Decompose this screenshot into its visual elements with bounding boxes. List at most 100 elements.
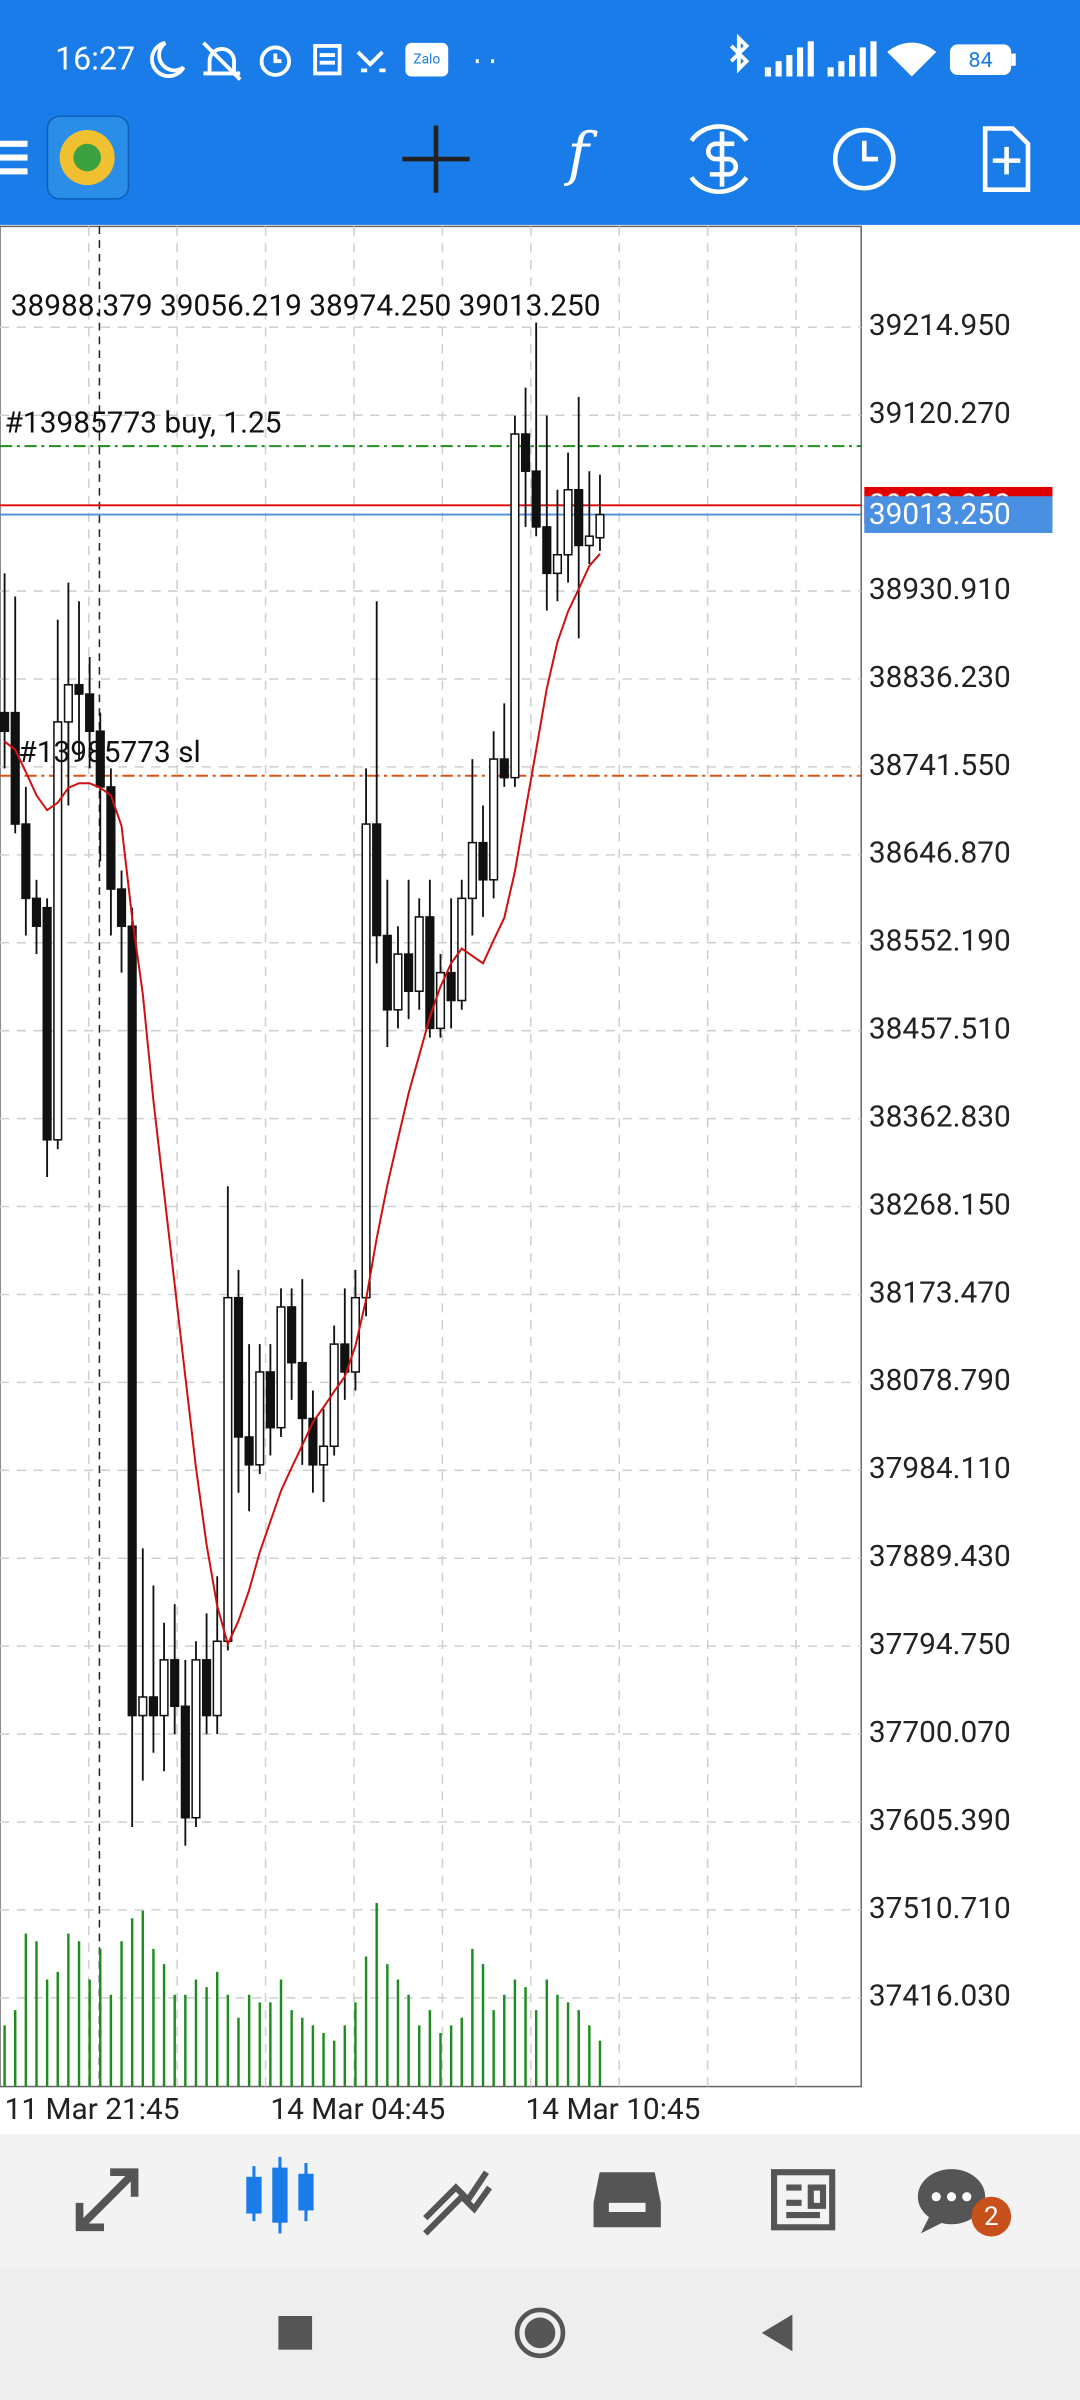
candle-body [212,1640,222,1717]
candle-body [542,526,552,575]
candle-body [53,721,63,1141]
y-tick-label: 39214.950 [869,308,1011,343]
candle-body [478,841,488,881]
new-order-button[interactable] [982,126,1031,192]
candle-body [382,934,392,1011]
candle-body [191,1659,201,1819]
candle-body [10,711,20,825]
nav-chat-part [920,2215,946,2234]
nav-trade[interactable] [423,2170,493,2236]
candle-body [63,684,73,723]
nav-chat[interactable] [917,2169,986,2234]
nav-history[interactable] [593,2172,661,2228]
home-button[interactable] [514,2307,566,2359]
nav-news[interactable] [770,2169,836,2231]
menu-button-part [0,154,28,161]
status-icons-part [313,43,342,76]
signal-icons-part [887,42,937,77]
back-button[interactable] [761,2314,793,2352]
candle-body [21,823,31,900]
plot[interactable] [0,322,862,2087]
candle-body [180,1705,190,1819]
timeframe-button[interactable] [832,127,896,191]
zalo-icon [405,42,449,77]
trade-button-part [689,124,749,195]
chat-badge [971,2196,1012,2237]
y-tick-label: 37416.030 [869,1979,1011,2014]
y-tick-label: 37700.070 [869,1715,1011,1750]
candle-body [393,953,403,1011]
candle-body [31,897,42,927]
order-label: #13985773 sl [18,735,200,770]
candle-body [308,1417,318,1466]
x-tick-label: 11 Mar 21:45 [5,2092,180,2127]
y-tick-label: 38457.510 [869,1012,1011,1047]
status-icons-part [729,33,750,74]
candle-body [170,1659,180,1708]
ohlc-label: 38988.379 39056.219 38974.250 39013.250 [11,288,601,323]
nav-history-part [608,2202,646,2212]
signal-icons-part [786,55,793,77]
y-tick-label: 38836.230 [869,660,1011,695]
status-icons-part [202,41,242,81]
signal-icons-part [870,41,877,77]
crosshair-button[interactable] [402,125,470,193]
y-tick-label: 37984.110 [869,1451,1011,1486]
candle-body [404,953,414,992]
nav-chart[interactable] [246,2156,314,2234]
nav-chart-part [252,2156,308,2234]
chat-badge-count: 2 [984,2202,999,2232]
candle-body [244,1436,254,1466]
candle-body [510,433,520,779]
candle-body [138,1696,148,1717]
candle-body [318,1445,329,1466]
candle-body [563,488,573,556]
recents-button[interactable] [278,2316,313,2350]
signal-icons [764,41,937,77]
candle-body [265,1371,275,1429]
candle-body [297,1361,307,1420]
battery [949,44,1012,75]
candle-body [552,554,563,575]
candle-body [467,841,477,900]
y-tick-label: 37510.710 [869,1891,1011,1926]
candle-body [202,1659,212,1717]
crosshair-button-part [402,125,470,193]
status-time: 16:27 [55,40,135,78]
status-icons-part [259,45,292,77]
y-tick-label: 38552.190 [869,924,1011,959]
candle-body [595,513,605,539]
candle-body [520,433,531,472]
y-tick-label: 38930.910 [869,572,1011,607]
candle-body [42,906,52,1141]
candle-body [425,916,435,1030]
menu-button[interactable] [0,140,28,175]
status-icons-part [273,53,282,64]
trade-button[interactable] [689,124,749,195]
signal-icons-part [807,41,814,77]
battery-level: 84 [969,48,993,73]
signal-icons-part [764,67,771,77]
y-tick-label: 37794.750 [869,1627,1011,1662]
nav-quotes[interactable] [75,2168,139,2232]
nav-news-part [786,2184,827,2219]
candle-body [531,470,541,528]
candle-body [350,1296,361,1373]
home-button-part [524,2317,556,2349]
status-icons-part [356,50,386,73]
zalo-label: Zalo [413,51,440,67]
candle-body [287,1306,297,1364]
signal-icons-part [775,61,782,77]
app-header [0,0,1080,225]
signal-icons-part [849,55,856,77]
moving-average [3,553,601,1647]
y-tick-label: 37889.430 [869,1539,1011,1574]
price-tag [864,496,1053,533]
nav-history-part [593,2172,661,2228]
candle-body [574,488,584,547]
candle-body [85,693,95,732]
signal-icons-part [796,47,804,77]
